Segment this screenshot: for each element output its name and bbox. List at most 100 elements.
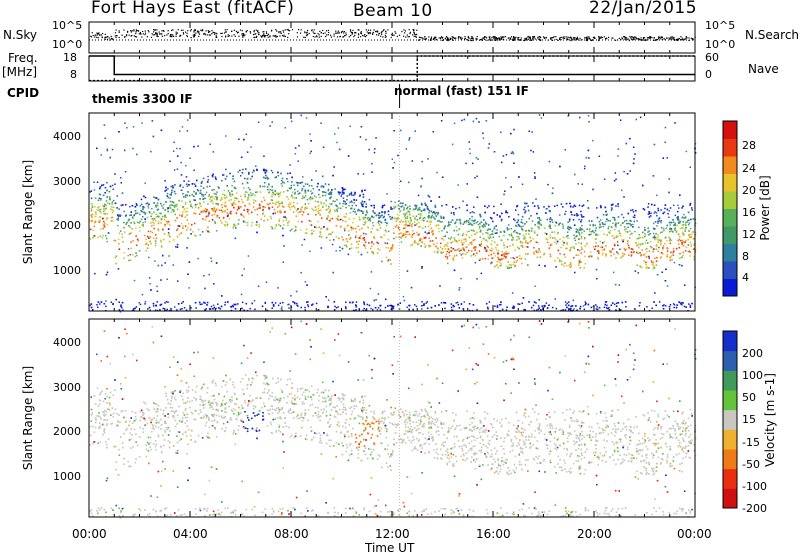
power-pixel — [472, 120, 475, 123]
power-pixel — [582, 305, 585, 307]
power-pixel — [475, 246, 478, 249]
power-pixel — [538, 299, 540, 301]
power-pixel — [231, 190, 233, 192]
power-pixel — [555, 266, 557, 268]
power-pixel — [289, 172, 291, 174]
power-pixel — [164, 223, 166, 226]
power-pixel — [363, 218, 365, 221]
power-pixel — [681, 231, 684, 234]
power-pixel — [106, 217, 109, 219]
power-pixel — [266, 203, 269, 206]
power-pixel — [183, 180, 185, 182]
power-pixel — [536, 234, 539, 236]
power-pixel — [271, 199, 273, 202]
power-pixel — [613, 217, 616, 219]
power-pixel — [263, 196, 265, 199]
power-pixel — [408, 211, 411, 214]
power-pixel — [530, 149, 532, 152]
power-pixel — [215, 193, 217, 195]
power-pixel — [458, 250, 461, 252]
power-pixel — [115, 255, 118, 257]
power-pixel — [600, 226, 602, 228]
power-pixel — [234, 225, 237, 227]
power-pixel — [436, 213, 439, 216]
power-pixel — [539, 256, 542, 258]
power-pixel — [630, 251, 633, 253]
power-pixel — [263, 199, 266, 202]
power-pixel — [310, 150, 312, 153]
power-pixel — [197, 257, 199, 260]
power-pixel — [272, 305, 275, 307]
power-pixel — [207, 195, 210, 198]
power-pixel — [688, 303, 690, 305]
power-pixel — [471, 162, 474, 165]
power-pixel — [160, 239, 162, 241]
power-pixel — [511, 151, 514, 153]
power-pixel — [334, 200, 336, 203]
power-pixel — [186, 130, 189, 132]
power-pixel — [226, 223, 229, 226]
power-pixel — [207, 203, 209, 205]
power-pixel — [428, 212, 430, 214]
power-pixel — [538, 264, 540, 267]
power-pixel — [145, 242, 148, 245]
power-pixel — [626, 242, 629, 245]
power-pixel — [117, 217, 120, 220]
power-pixel — [209, 185, 211, 188]
power-pixel — [425, 302, 428, 304]
power-pixel — [274, 212, 276, 214]
power-pixel — [494, 255, 497, 257]
power-pixel — [424, 245, 427, 247]
power-pixel — [287, 198, 290, 200]
power-pixel — [617, 216, 620, 218]
power-pixel — [568, 220, 571, 222]
power-pixel — [400, 232, 402, 234]
power-pixel — [384, 229, 387, 231]
power-pixel — [405, 224, 407, 226]
power-pixel — [300, 306, 303, 309]
power-pixel — [485, 223, 488, 225]
power-pixel — [688, 250, 691, 253]
power-pixel — [302, 211, 305, 213]
power-pixel — [225, 196, 228, 198]
power-pixel — [238, 138, 240, 140]
power-pixel — [612, 203, 614, 206]
power-pixel — [676, 304, 678, 306]
power-pixel — [503, 253, 505, 255]
power-pixel — [580, 220, 582, 223]
power-pixel — [524, 210, 527, 212]
power-pixel — [287, 180, 289, 183]
power-pixel — [275, 176, 278, 178]
power-pixel — [644, 242, 647, 244]
power-pixel — [236, 192, 238, 194]
power-pixel — [544, 305, 546, 307]
power-pixel — [144, 213, 146, 215]
power-pixel — [674, 229, 677, 231]
power-pixel — [248, 171, 250, 174]
power-pixel — [342, 239, 344, 241]
power-pixel — [272, 191, 274, 194]
power-pixel — [681, 256, 683, 259]
power-pixel — [621, 239, 623, 241]
power-pixel — [110, 208, 112, 210]
power-pixel — [256, 231, 258, 234]
power-pixel — [294, 302, 296, 305]
power-pixel — [460, 249, 462, 251]
power-pixel — [201, 231, 204, 233]
power-pixel — [276, 211, 279, 213]
power-pixel — [229, 212, 231, 215]
power-pixel — [669, 230, 671, 233]
power-pixel — [512, 305, 515, 307]
power-pixel — [500, 218, 503, 221]
power-pixel — [393, 237, 395, 240]
power-pixel — [154, 197, 157, 199]
power-pixel — [97, 306, 99, 309]
power-pixel — [183, 208, 186, 210]
power-pixel — [556, 233, 559, 235]
power-pixel — [231, 184, 233, 187]
power-pixel — [450, 241, 452, 244]
power-pixel — [202, 198, 204, 200]
power-pixel — [559, 165, 561, 168]
power-pixel — [402, 233, 404, 235]
power-pixel — [630, 253, 633, 256]
